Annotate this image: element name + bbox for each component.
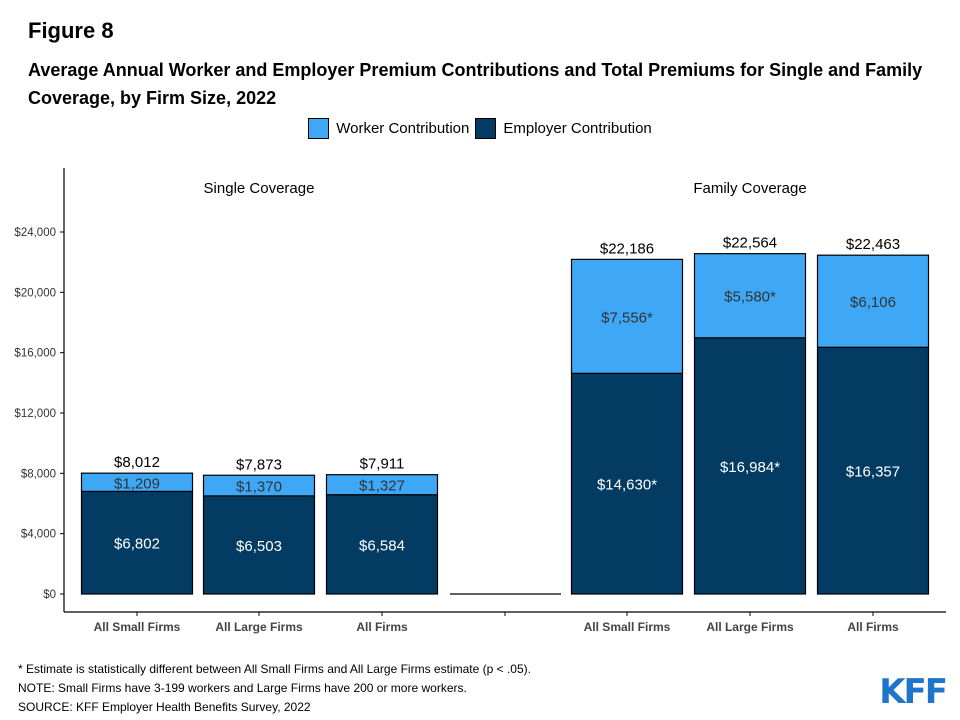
bar-employer (80, 490, 194, 595)
employer-value-label: $6,584 (359, 537, 405, 554)
employer-value-label: $14,630* (597, 477, 657, 494)
panel-title: Family Coverage (693, 180, 806, 197)
legend-label-worker: Worker Contribution (336, 120, 470, 137)
x-tick-label: All Large Firms (706, 620, 794, 634)
y-tick-label: $12,000 (14, 408, 56, 420)
footnotes: * Estimate is statistically different be… (18, 660, 531, 717)
bar-worker (202, 474, 316, 497)
chart-title: Average Annual Worker and Employer Premi… (28, 60, 923, 108)
bar-worker (570, 258, 684, 374)
x-tick-label: All Firms (847, 620, 899, 634)
bar-worker (816, 254, 930, 348)
legend-swatch-worker (308, 118, 330, 139)
bar-employer (693, 337, 807, 595)
figure-label: Figure 8 (28, 18, 114, 43)
y-tick-label: $24,000 (14, 227, 56, 239)
total-value-label: $7,873 (236, 456, 282, 473)
employer-value-label: $6,503 (236, 538, 282, 555)
employer-value-label: $6,802 (114, 536, 160, 553)
worker-value-label: $5,580* (724, 289, 776, 306)
legend-label-employer: Employer Contribution (503, 120, 652, 137)
kff-logo: KFF (879, 672, 948, 712)
y-tick-label: $8,000 (21, 468, 56, 480)
bar-worker (325, 474, 439, 496)
x-tick-label: All Small Firms (584, 620, 671, 634)
legend: Worker Contribution Employer Contributio… (0, 118, 960, 139)
worker-value-label: $7,556* (601, 309, 653, 326)
bar-employer (202, 495, 316, 595)
total-value-label: $7,911 (360, 456, 405, 473)
legend-item-worker: Worker Contribution (308, 118, 469, 139)
y-tick-label: $0 (43, 589, 56, 601)
bar-employer (816, 346, 930, 595)
employer-value-label: $16,984* (720, 459, 780, 476)
y-tick-label: $4,000 (21, 529, 56, 541)
total-value-label: $22,463 (846, 236, 900, 253)
x-tick-label: All Small Firms (94, 620, 181, 634)
bar-employer (325, 494, 439, 595)
total-value-label: $8,012 (114, 454, 160, 471)
total-value-label: $22,564 (723, 235, 777, 252)
y-tick-label: $20,000 (14, 287, 56, 299)
worker-value-label: $6,106 (850, 294, 896, 311)
worker-value-label: $1,370 (236, 479, 282, 496)
total-value-label: $22,186 (600, 240, 654, 257)
bar-employer (570, 372, 684, 595)
worker-value-label: $1,209 (114, 475, 160, 492)
footnote-significance: * Estimate is statistically different be… (18, 662, 531, 676)
bar-worker (80, 472, 194, 493)
y-tick-label: $16,000 (14, 348, 56, 360)
x-tick-label: All Large Firms (215, 620, 303, 634)
employer-value-label: $16,357 (846, 464, 900, 481)
footnote-note: NOTE: Small Firms have 3-199 workers and… (18, 681, 467, 695)
worker-value-label: $1,327 (359, 478, 405, 495)
bar-worker (693, 253, 807, 339)
footnote-source: SOURCE: KFF Employer Health Benefits Sur… (18, 700, 311, 714)
panel-title: Single Coverage (204, 180, 315, 197)
x-tick-label: All Firms (356, 620, 408, 634)
legend-swatch-employer (475, 118, 497, 139)
legend-item-employer: Employer Contribution (475, 118, 652, 139)
